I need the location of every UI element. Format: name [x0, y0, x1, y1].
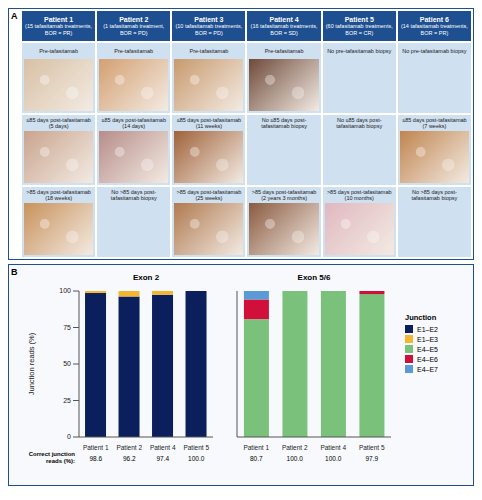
html-text:97.4: 97.4	[156, 455, 170, 462]
svg-text:Patient 2: Patient 2	[116, 444, 142, 451]
html-text:100.0: 100.0	[286, 455, 303, 462]
html-text:Exon 2: Exon 2	[132, 273, 160, 282]
html-text:>85 days post-tafasitamab (10: >85 days post-tafasitamab (10 months)	[326, 188, 392, 201]
svg-text:Patient 1: Patient 1	[243, 444, 269, 451]
html-text:Pre-tafasitamab: Pre-tafasitamab	[39, 47, 78, 54]
html-text:Pre-tafasitamab: Pre-tafasitamab	[264, 47, 304, 54]
html-text:96.2: 96.2	[122, 455, 136, 462]
svg-text:0: 0	[67, 433, 71, 440]
html-text:80.7: 80.7	[249, 455, 263, 462]
svg-text:Patient 1: Patient 1	[83, 444, 109, 451]
html-text:≤85 days post-tafasitamab (11: ≤85 days post-tafasitamab (11 weeks)	[176, 116, 242, 129]
html-text:E4–E7: E4–E7	[417, 365, 438, 373]
html-text:(1 tafasitamab treatment, BOR: (1 tafasitamab treatment, BOR = PD)	[103, 23, 165, 36]
html-text:≤85 days post-tafasitamab (14: ≤85 days post-tafasitamab (14 days)	[101, 116, 166, 129]
html-text:No ≤85 days post-tafasitamab b: No ≤85 days post-tafasitamab biopsy	[261, 116, 307, 129]
svg-text:Patient 5: Patient 5	[359, 444, 385, 451]
html-text:(14 tafasitamab treatments, BO: (14 tafasitamab treatments, BOR = PR)	[400, 23, 468, 36]
html-text:>85 days post-tafasitamab (18: >85 days post-tafasitamab (18 weeks)	[26, 188, 91, 201]
html-text:Patient 2: Patient 2	[119, 16, 149, 23]
svg-text:Patient 4: Patient 4	[150, 444, 176, 451]
html-text:(60 tafasitamab treatments, BO: (60 tafasitamab treatments, BOR = CR)	[325, 23, 393, 36]
html-text:Correct junction reads (%):: Correct junction reads (%):	[28, 451, 75, 464]
html-text:No pre-tafasitamab biopsy: No pre-tafasitamab biopsy	[327, 47, 392, 54]
html-text:A: A	[11, 11, 18, 21]
svg-text:100: 100	[59, 287, 71, 294]
html-text:E4–E5: E4–E5	[417, 345, 438, 353]
html-text:97.9: 97.9	[365, 455, 379, 462]
html-text:Patient 4: Patient 4	[269, 16, 299, 23]
svg-text:Patient 4: Patient 4	[320, 444, 346, 451]
html-text:Patient 6: Patient 6	[419, 16, 449, 23]
html-text:No ≤85 days post-tafasitamab b: No ≤85 days post-tafasitamab biopsy	[336, 116, 383, 129]
html-text:Patient 5: Patient 5	[344, 16, 374, 23]
html-text:E4–E6: E4–E6	[417, 355, 438, 363]
html-text:>85 days post-tafasitamab (2 y: >85 days post-tafasitamab (2 years 3 mon…	[251, 188, 317, 201]
svg-text:Junction reads (%): Junction reads (%)	[27, 332, 36, 395]
html-text:No >85 days post-tafasitamab b: No >85 days post-tafasitamab biopsy	[110, 188, 157, 201]
svg-text:Patient 2: Patient 2	[282, 444, 308, 451]
html-text:Pre-tafasitamab: Pre-tafasitamab	[114, 47, 154, 54]
html-text:E1–E2: E1–E2	[417, 325, 438, 333]
html-text:≤85 days post-tafasitamab (5 d: ≤85 days post-tafasitamab (5 days)	[26, 116, 91, 129]
html-text:Pre-tafasitamab: Pre-tafasitamab	[189, 47, 229, 54]
html-text:Exon 5/6: Exon 5/6	[297, 273, 331, 282]
html-text:(15 tafasitamab treatments, BO: (15 tafasitamab treatments, BOR = PR)	[25, 23, 92, 36]
html-text:(16 tafasitamab treatments, BO: (16 tafasitamab treatments, BOR = SD)	[250, 23, 318, 36]
html-text:B: B	[11, 267, 18, 277]
html-text:≤85 days post-tafasitamab (7 w: ≤85 days post-tafasitamab (7 weeks)	[402, 116, 467, 129]
html-text:Junction: Junction	[405, 313, 437, 322]
html-text:(10 tafasitamab treatments, BO: (10 tafasitamab treatments, BOR = PD)	[175, 23, 243, 36]
html-text:>85 days post-tafasitamab (25: >85 days post-tafasitamab (25 weeks)	[176, 188, 242, 201]
html-text:No >85 days post-tafasitamab b: No >85 days post-tafasitamab biopsy	[411, 188, 458, 201]
html-text:Patient 3: Patient 3	[194, 16, 224, 23]
html-text:No pre-tafasitamab biopsy: No pre-tafasitamab biopsy	[402, 47, 467, 54]
svg-text:75: 75	[63, 324, 71, 331]
html-text:98.6: 98.6	[89, 455, 103, 462]
html-text:Patient 1: Patient 1	[44, 16, 74, 23]
svg-text:50: 50	[63, 360, 71, 367]
html-text:E1–E3: E1–E3	[417, 335, 438, 343]
html-text:100.0: 100.0	[325, 455, 342, 462]
svg-text:25: 25	[63, 397, 71, 404]
svg-text:Patient 5: Patient 5	[183, 444, 209, 451]
html-text:100.0: 100.0	[188, 455, 205, 462]
